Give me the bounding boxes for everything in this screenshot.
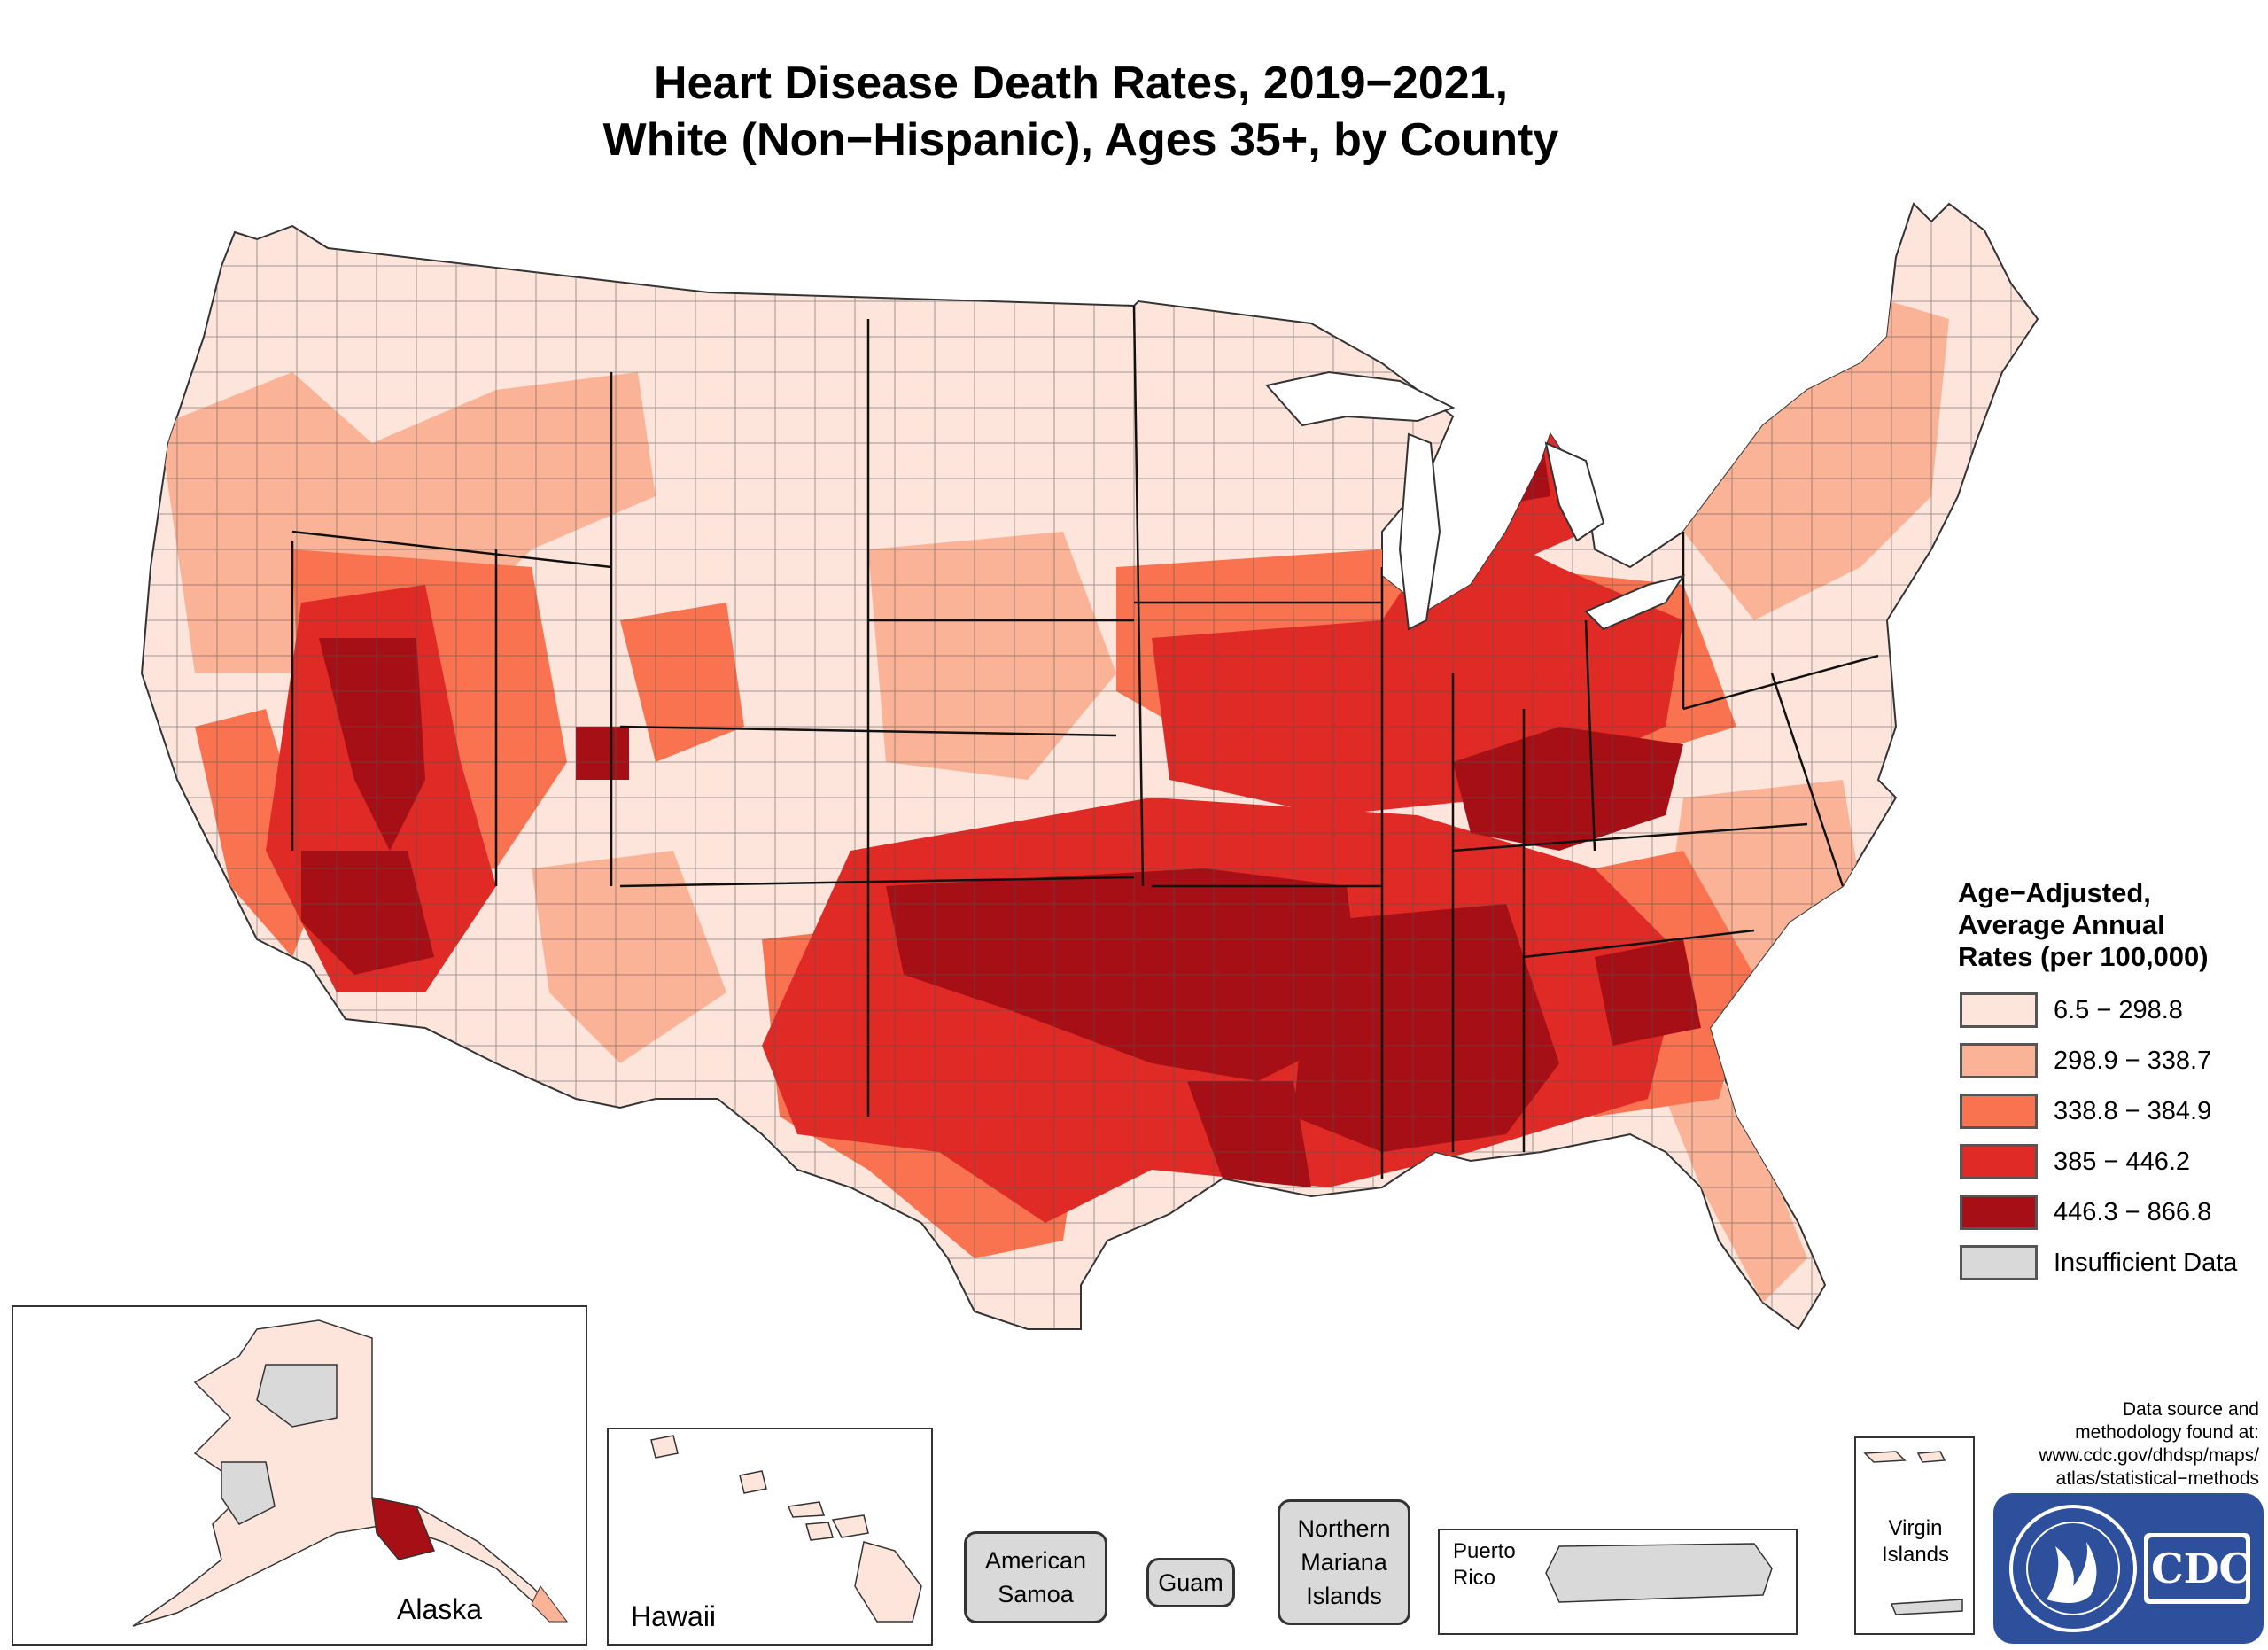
puerto-rico-shape — [1546, 1544, 1772, 1602]
puerto-rico-label-line1: Puerto — [1453, 1538, 1516, 1565]
source-line3: www.cdc.gov/dhdsp/maps/ — [2039, 1444, 2259, 1467]
legend-item: 6.5 − 298.8 — [1958, 992, 2259, 1043]
cdc-logo: CDC — [1993, 1493, 2264, 1644]
northern-mariana-line2: Mariana — [1297, 1545, 1390, 1579]
data-source-note: Data source and methodology found at: ww… — [2039, 1398, 2259, 1490]
legend-label: 338.8 − 384.9 — [2054, 1095, 2211, 1127]
legend-label: 446.3 − 866.8 — [2054, 1196, 2211, 1228]
legend-swatch — [1960, 1245, 2038, 1280]
alaska-label: Alaska — [397, 1593, 482, 1626]
legend-item: 385 − 446.2 — [1958, 1144, 2259, 1195]
legend-title-line1: Age−Adjusted, — [1958, 877, 2259, 909]
legend-label: Insufficient Data — [2054, 1247, 2237, 1279]
legend-item: 338.8 − 384.9 — [1958, 1094, 2259, 1144]
hawaii-label: Hawaii — [631, 1600, 716, 1633]
region-class5-michigan-north — [1488, 434, 1550, 505]
northern-mariana-line1: Northern — [1297, 1512, 1390, 1545]
legend-swatch — [1960, 1144, 2038, 1179]
virgin-islands-label-line1: Virgin — [1871, 1515, 1960, 1542]
legend-item: 298.9 − 338.7 — [1958, 1043, 2259, 1094]
legend-item: 446.3 − 866.8 — [1958, 1195, 2259, 1245]
legend-label: 385 − 446.2 — [2054, 1146, 2190, 1178]
source-line2: methodology found at: — [2039, 1421, 2259, 1444]
legend-title: Age−Adjusted, Average Annual Rates (per … — [1958, 877, 2259, 973]
legend-swatch — [1960, 992, 2038, 1028]
american-samoa-pill: American Samoa — [964, 1531, 1107, 1623]
legend-title-line2: Average Annual — [1958, 909, 2259, 941]
puerto-rico-label: Puerto Rico — [1453, 1538, 1516, 1592]
source-line4: atlas/statistical−methods — [2039, 1467, 2259, 1490]
american-samoa-line2: Samoa — [985, 1577, 1086, 1611]
virgin-islands-label: Virgin Islands — [1871, 1515, 1960, 1568]
legend-swatch — [1960, 1043, 2038, 1078]
guam-label: Guam — [1158, 1566, 1223, 1599]
legend: Age−Adjusted, Average Annual Rates (per … — [1958, 877, 2259, 1296]
virgin-islands-label-line2: Islands — [1871, 1542, 1960, 1568]
cdc-logo-text: CDC — [2151, 1542, 2245, 1595]
northern-mariana-line3: Islands — [1297, 1579, 1390, 1613]
northern-mariana-pill: Northern Mariana Islands — [1278, 1499, 1410, 1625]
source-line1: Data source and — [2039, 1398, 2259, 1421]
legend-item: Insufficient Data — [1958, 1245, 2259, 1296]
legend-label: 298.9 − 338.7 — [2054, 1045, 2211, 1077]
lake-superior — [1267, 372, 1453, 425]
puerto-rico-label-line2: Rico — [1453, 1565, 1516, 1592]
legend-swatch — [1960, 1094, 2038, 1129]
region-class5-colorado — [576, 727, 629, 780]
legend-swatch — [1960, 1195, 2038, 1230]
region-class5-georgia — [1595, 939, 1701, 1046]
legend-label: 6.5 − 298.8 — [2054, 994, 2183, 1026]
guam-pill: Guam — [1146, 1558, 1235, 1607]
legend-title-line3: Rates (per 100,000) — [1958, 941, 2259, 973]
lake-michigan — [1400, 434, 1440, 629]
american-samoa-line1: American — [985, 1544, 1086, 1577]
